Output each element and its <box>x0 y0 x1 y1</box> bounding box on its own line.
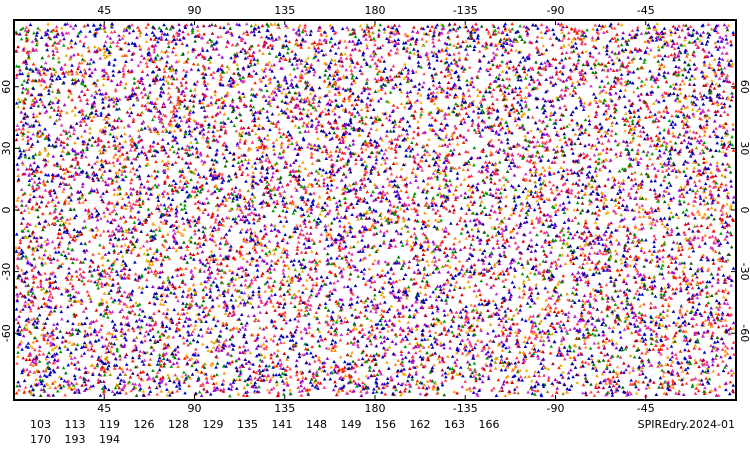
x-tick-label-bottom: 45 <box>97 402 111 415</box>
x-tick-label-top: -45 <box>637 4 655 17</box>
legend-entry: 162 <box>410 418 431 431</box>
x-tick-label-top: -135 <box>453 4 478 17</box>
legend-entry: 193 <box>65 433 86 446</box>
legend-entry: 170 <box>30 433 51 446</box>
y-tick-label-right: -30 <box>738 263 750 281</box>
x-tick-label-top: 45 <box>97 4 111 17</box>
x-tick-label-top: 180 <box>365 4 386 17</box>
dataset-label: SPIREdry.2024-01 <box>638 418 735 431</box>
x-tick-label-bottom: 180 <box>365 402 386 415</box>
y-tick-label-left: 0 <box>0 207 13 214</box>
legend-entry: 113 <box>65 418 86 431</box>
x-tick-label-bottom: -90 <box>547 402 565 415</box>
x-tick-label-bottom: -45 <box>637 402 655 415</box>
legend-entry: 129 <box>203 418 224 431</box>
legend-entry: 148 <box>306 418 327 431</box>
legend-entry: 163 <box>444 418 465 431</box>
legend-entry: 128 <box>168 418 189 431</box>
legend-entry: 119 <box>99 418 120 431</box>
legend-entry: 149 <box>341 418 362 431</box>
x-tick-label-bottom: 135 <box>274 402 295 415</box>
x-tick-label-top: 135 <box>274 4 295 17</box>
legend-entry: 103 <box>30 418 51 431</box>
legend-entry: 141 <box>272 418 293 431</box>
y-tick-label-right: -60 <box>738 324 750 342</box>
observation-texture <box>14 22 736 397</box>
y-tick-label-right: 60 <box>738 80 750 94</box>
legend-entry: 126 <box>134 418 155 431</box>
observation-texture <box>14 25 731 395</box>
x-tick-label-top: 90 <box>188 4 202 17</box>
legend-entry: 166 <box>479 418 500 431</box>
x-tick-label-top: -90 <box>547 4 565 17</box>
y-tick-label-right: 30 <box>738 141 750 155</box>
y-tick-label-left: -30 <box>0 263 13 281</box>
y-tick-label-right: 0 <box>738 207 750 214</box>
observation-cloud <box>14 22 736 398</box>
legend-entry: 135 <box>237 418 258 431</box>
y-tick-label-left: 30 <box>0 141 13 155</box>
legend-entry: 194 <box>99 433 120 446</box>
legend-entry: 156 <box>375 418 396 431</box>
x-tick-label-bottom: -135 <box>453 402 478 415</box>
y-tick-label-left: 60 <box>0 80 13 94</box>
observation-texture <box>15 22 736 397</box>
y-tick-label-left: -60 <box>0 324 13 342</box>
x-tick-label-bottom: 90 <box>188 402 202 415</box>
